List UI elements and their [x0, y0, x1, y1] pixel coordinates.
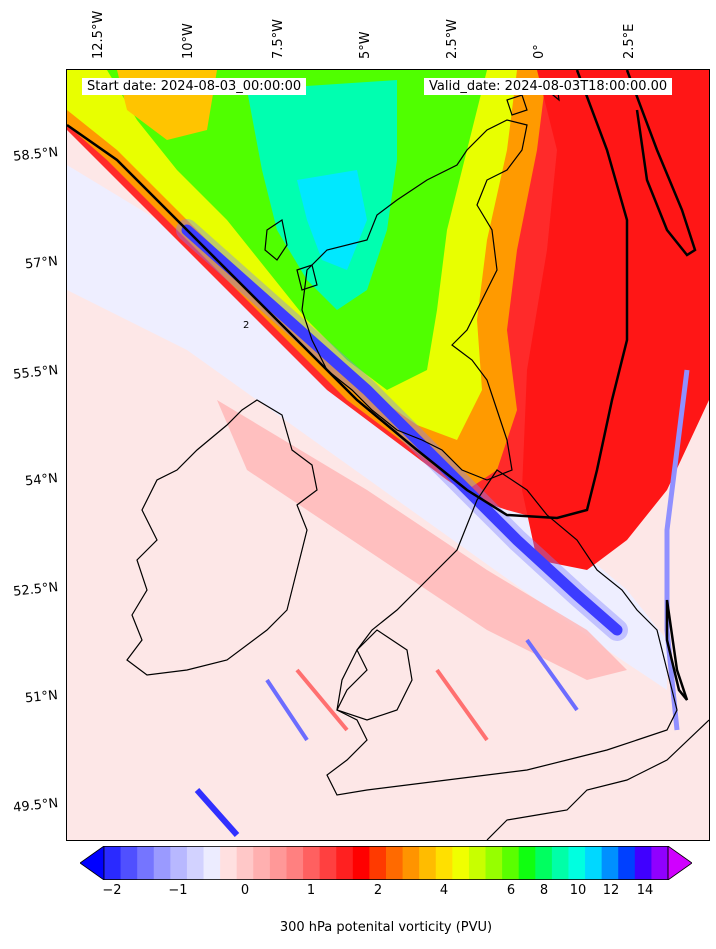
- lat-label-52-5n: 52.5°N: [12, 580, 59, 600]
- jet-halo: [176, 219, 628, 641]
- colorbar-segment: [286, 846, 304, 880]
- hebrides: [264, 219, 288, 261]
- pv2-contour-east: [625, 70, 697, 257]
- colorbar-segment: [170, 846, 188, 880]
- cb-tick-8: 8: [539, 883, 549, 898]
- cb-tick-1: 1: [306, 883, 316, 898]
- colorbar-segment: [369, 846, 387, 880]
- lon-label-2-5e: 2.5°E: [622, 23, 637, 59]
- cb-tick-10: 10: [569, 883, 587, 898]
- colorbar-segment: [435, 846, 453, 880]
- france-coast: [486, 719, 709, 840]
- colorbar-segment: [253, 846, 271, 880]
- red-tongue-east: [522, 70, 709, 570]
- red-streak-2: [435, 668, 489, 742]
- jet-core: [181, 224, 623, 636]
- colorbar-segment: [518, 846, 536, 880]
- blue-streak-2: [525, 638, 579, 712]
- colorbar-segment: [203, 846, 221, 880]
- contour-label-2: 2: [243, 320, 249, 331]
- cb-tick-neg2: −2: [102, 883, 122, 898]
- colorbar-arrow-high: [667, 846, 692, 880]
- lon-label-10w: 10°W: [181, 23, 196, 59]
- red-band-south: [217, 400, 627, 680]
- orkney-islands: [506, 94, 528, 116]
- colorbar-segment: [585, 846, 603, 880]
- cb-tick-neg1: −1: [168, 883, 188, 898]
- lat-label-57n: 57°N: [24, 254, 59, 273]
- cb-tick-0: 0: [240, 883, 250, 898]
- colorbar-segment: [319, 846, 337, 880]
- lat-label-58-5n: 58.5°N: [12, 145, 59, 165]
- lon-label-12-5w: 12.5°W: [91, 10, 106, 59]
- pv-field-map: 2: [67, 70, 709, 840]
- cb-tick-6: 6: [506, 883, 516, 898]
- lat-label-54n: 54°N: [24, 471, 59, 490]
- lat-label-49-5n: 49.5°N: [12, 796, 59, 816]
- colorbar-segment: [485, 846, 503, 880]
- cb-tick-14: 14: [636, 883, 654, 898]
- colorbar-segment: [186, 846, 205, 880]
- colorbar-segment: [502, 846, 520, 880]
- cb-tick-4: 4: [439, 883, 449, 898]
- ireland-coast: [126, 399, 318, 676]
- colorbar-segment: [137, 846, 155, 880]
- colorbar-segment: [386, 846, 404, 880]
- lat-label-55-5n: 55.5°N: [12, 363, 59, 383]
- colorbar-segment: [104, 846, 122, 880]
- pv2-contour: [67, 70, 629, 520]
- skye: [296, 264, 318, 291]
- cyan-core: [297, 170, 367, 270]
- colorbar-segment: [419, 846, 437, 880]
- colorbar-segment: [269, 846, 288, 880]
- colorbar-segment: [452, 846, 470, 880]
- colorbar-segment: [153, 846, 171, 880]
- colorbar-segment: [402, 846, 420, 880]
- colorbar-segment: [651, 846, 669, 880]
- blue-stream-east: [664, 369, 690, 731]
- colorbar-segment: [618, 846, 636, 880]
- colorbar-segment: [601, 846, 619, 880]
- colorbar-segment: [236, 846, 254, 880]
- blue-streak-3: [194, 788, 240, 837]
- colorbar: [80, 846, 692, 880]
- england-coast: [326, 469, 678, 796]
- colorbar-segment: [352, 846, 371, 880]
- colorbar-segment: [120, 846, 138, 880]
- cb-tick-2: 2: [373, 883, 383, 898]
- blue-streak-1: [265, 678, 309, 742]
- lon-label-0: 0°: [532, 44, 547, 59]
- colorbar-segment: [634, 846, 653, 880]
- colorbar-segment: [220, 846, 238, 880]
- map-panel: 2 Start date: 2024-08-03_00:00:00 Valid_…: [66, 69, 710, 841]
- scotland-coast: [301, 119, 528, 481]
- lat-label-51n: 51°N: [24, 688, 59, 707]
- colorbar-segment: [568, 846, 586, 880]
- colorbar-segment: [551, 846, 570, 880]
- lon-label-2-5w: 2.5°W: [445, 18, 460, 59]
- valid-date-box: Valid_date: 2024-08-03T18:00:00.00: [424, 78, 673, 95]
- colorbar-segment: [303, 846, 321, 880]
- pale-band: [67, 165, 667, 690]
- start-date-box: Start date: 2024-08-03_00:00:00: [82, 78, 307, 95]
- lon-label-7-5w: 7.5°W: [271, 18, 286, 59]
- colorbar-segment: [535, 846, 553, 880]
- red-streak-1: [295, 668, 349, 732]
- colorbar-arrow-low: [80, 846, 105, 880]
- wales-coast: [336, 629, 413, 721]
- colorbar-segment: [336, 846, 354, 880]
- lon-label-5w: 5°W: [358, 31, 373, 59]
- colorbar-label: 300 hPa potenital vorticity (PVU): [279, 920, 493, 935]
- colorbar-frame: [103, 846, 669, 880]
- coastlines: [126, 84, 709, 840]
- cb-tick-12: 12: [602, 883, 620, 898]
- pv2-contour-se: [665, 599, 689, 701]
- colorbar-segment: [468, 846, 487, 880]
